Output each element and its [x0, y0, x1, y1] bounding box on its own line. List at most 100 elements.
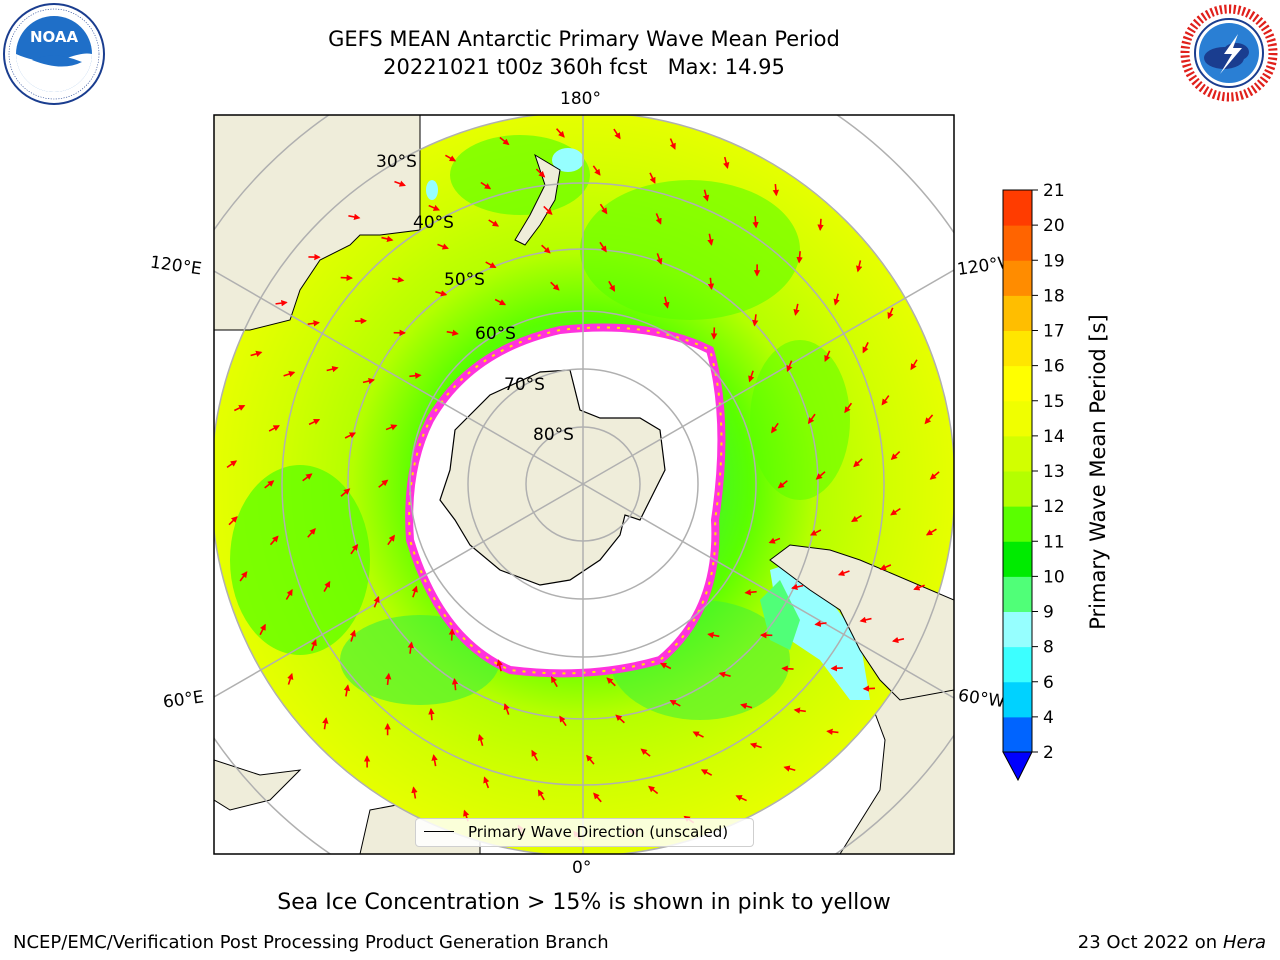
wave-arrow [783, 765, 796, 772]
wave-arrow [833, 293, 840, 306]
wave-arrow [910, 359, 918, 371]
wave-arrow [929, 471, 940, 480]
wave-arrow [307, 528, 316, 538]
wave-arrow [809, 529, 822, 536]
wave-arrow [862, 685, 876, 692]
wave-arrow [656, 253, 663, 265]
colorbar-block [1003, 576, 1032, 612]
colorbar-tick-label: 8 [1043, 638, 1054, 658]
wave-arrow [239, 571, 248, 582]
lat-label-30s: 30°S [376, 152, 417, 172]
wave-arrow [748, 370, 755, 383]
wave-arrow [768, 537, 781, 544]
colorbar-tick-label: 11 [1043, 532, 1065, 552]
colorbar-block [1003, 435, 1032, 472]
wave-arrow [496, 659, 503, 672]
wave-arrow [881, 395, 890, 406]
wave-arrow [541, 244, 551, 254]
wave-arrow [394, 180, 406, 187]
footer-date: 23 Oct 2022 on Hera [1078, 932, 1266, 953]
wave-arrow [824, 350, 831, 363]
wave-arrow [851, 514, 862, 522]
colorbar-tick-label: 14 [1043, 427, 1065, 447]
wave-arrow [428, 204, 440, 211]
wave-arrow [445, 154, 457, 162]
colorbar-block [1003, 365, 1032, 402]
wave-arrow [499, 136, 510, 146]
wave-arrow [344, 432, 357, 439]
wave-arrow [373, 595, 380, 608]
footer-credit: NCEP/EMC/Verification Post Processing Pr… [13, 932, 609, 953]
colorbar-block [1003, 716, 1032, 753]
wave-arrow [555, 128, 565, 138]
wave-arrow [707, 632, 720, 639]
colorbar-tick-label: 9 [1043, 603, 1054, 623]
lon-label-180: 180° [560, 89, 601, 109]
colorbar-tick-label: 19 [1043, 251, 1065, 271]
wave-arrow [477, 733, 484, 746]
wave-arrow [537, 789, 545, 801]
wave-arrow [777, 480, 788, 489]
colorbar-tick-label: 17 [1043, 322, 1065, 342]
colorbar-block [1003, 506, 1032, 542]
wave-arrow [586, 754, 595, 765]
map-frame [213, 114, 955, 855]
wave-arrow [323, 580, 331, 592]
wave-arrow [350, 543, 359, 555]
colorbar-tick-label: 2 [1043, 743, 1054, 763]
wave-arrow [615, 714, 625, 724]
wave-arrow [559, 715, 567, 727]
wave-arrow [535, 168, 546, 178]
wave-arrow [550, 676, 558, 688]
wave-arrow [593, 792, 602, 803]
colorbar-block [1003, 295, 1032, 331]
wave-arrow [385, 424, 398, 431]
wave-arrow [844, 402, 853, 414]
wave-arrow [599, 241, 607, 253]
wave-arrow [307, 320, 320, 327]
wave-arrow [837, 569, 850, 577]
wave-arrow [879, 564, 892, 571]
wave-arrow [707, 277, 715, 291]
wave-arrow [411, 585, 418, 598]
footer-date-text: 23 Oct 2022 on [1077, 932, 1223, 953]
wave-arrow [702, 189, 710, 202]
wave-arrow [226, 460, 238, 469]
wave-arrow [606, 677, 616, 687]
wave-arrow [264, 480, 275, 489]
wave-arrow [814, 620, 827, 627]
wave-arrow [669, 138, 676, 150]
wave-arrow [446, 329, 459, 336]
colorbar-tick-label: 4 [1043, 708, 1054, 728]
wave-arrow [740, 703, 753, 710]
colorbar-tick-label: 13 [1043, 462, 1065, 482]
wave-arrow [387, 534, 395, 546]
wave-arrow [308, 418, 321, 426]
colorbar-tick-label: 12 [1043, 497, 1065, 517]
wave-arrow [287, 672, 294, 685]
footer-host: Hera [1222, 932, 1266, 953]
wave-arrow [826, 728, 839, 735]
wave-arrow [791, 583, 804, 591]
wave-arrow [793, 707, 806, 714]
wave-arrow [599, 203, 608, 215]
chart-title: GEFS MEAN Antarctic Primary Wave Mean Pe… [328, 27, 840, 51]
wave-arrow [362, 377, 375, 385]
wave-arrow [428, 707, 435, 721]
wave-arrow [855, 260, 863, 273]
wave-arrow [862, 342, 869, 354]
wave-arrow [259, 623, 266, 636]
colorbar-tick-label: 20 [1043, 216, 1065, 236]
wave-arrow [608, 280, 616, 292]
longitude-grid [214, 115, 954, 854]
wave-arrow [531, 749, 539, 761]
wave-arrow [859, 616, 872, 623]
wave-arrow [233, 404, 246, 412]
wave-arrow [503, 703, 510, 715]
wave-arrow [437, 243, 449, 250]
lat-label-80s: 80°S [533, 425, 574, 445]
antarctica [439, 369, 666, 586]
colorbar: 2 4 6 8 9 10 11 12 13 14 15 16 17 18 19 20 21 [1002, 181, 1065, 782]
wave-arrow [494, 298, 507, 306]
wave-arrow [700, 769, 713, 776]
